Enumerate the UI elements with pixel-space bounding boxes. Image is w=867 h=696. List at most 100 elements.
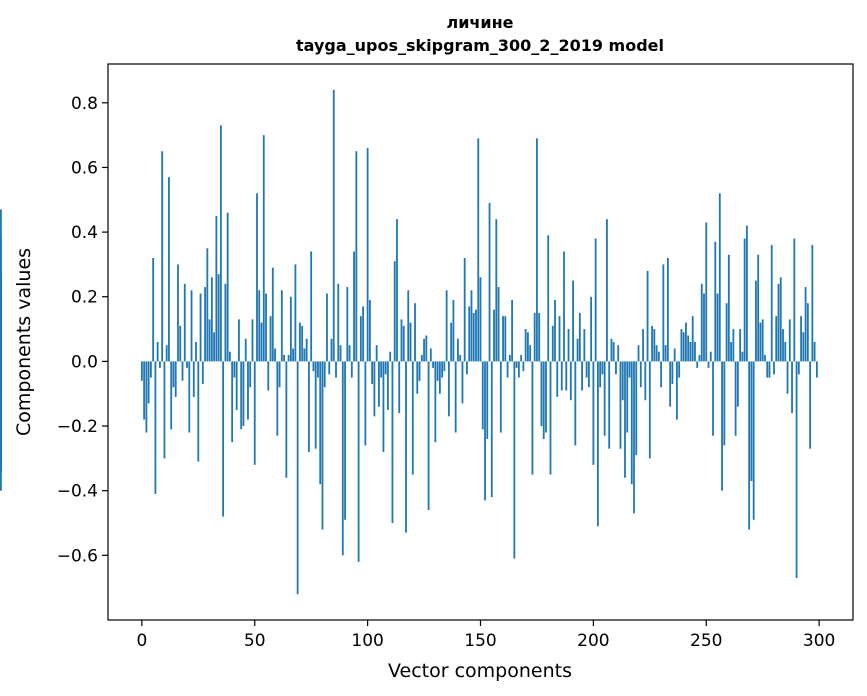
bar-232 (664, 345, 667, 362)
bar-190 (569, 361, 572, 401)
bar-218 (633, 361, 635, 514)
bar-268 (745, 225, 748, 362)
bar-157 (495, 219, 498, 362)
bar-108 (384, 361, 387, 375)
bar-222 (642, 329, 644, 362)
bar-198 (587, 361, 590, 388)
y-tick-label: 0.2 (71, 288, 98, 308)
bar-86 (335, 361, 337, 378)
bar-59 (274, 348, 276, 362)
bar-195 (581, 361, 583, 391)
bar-211 (617, 345, 620, 362)
bar-93 (350, 361, 353, 378)
bar-0 (140, 361, 143, 381)
bar-318 (0, 361, 2, 472)
bar-223 (644, 361, 647, 401)
bar-26 (199, 293, 202, 362)
bar-213 (621, 361, 624, 401)
y-tick-label: −0.4 (57, 482, 98, 502)
y-axis-ticks: −0.6 −0.4 −0.2 0.0 0.2 0.4 0.6 0.8 (57, 94, 108, 566)
bar-92 (348, 345, 351, 362)
bar-49 (251, 319, 254, 362)
bar-321 (0, 361, 2, 388)
bar-29 (206, 248, 209, 362)
bar-191 (572, 280, 574, 362)
bar-177 (540, 361, 543, 427)
bar-266 (741, 351, 744, 362)
bar-7 (156, 342, 159, 362)
bar-140 (457, 338, 459, 362)
bar-103 (373, 361, 376, 417)
bar-224 (646, 270, 649, 362)
bar-61 (278, 361, 281, 388)
bar-320 (0, 238, 2, 362)
bar-99 (364, 361, 367, 446)
bar-297 (811, 245, 814, 362)
bar-16 (177, 264, 179, 362)
bar-175 (536, 138, 538, 362)
bar-144 (466, 361, 468, 375)
bar-181 (549, 361, 552, 475)
bar-256 (718, 193, 721, 362)
bar-279 (770, 245, 773, 362)
bar-286 (786, 361, 789, 394)
bar-142 (461, 361, 464, 404)
bar-249 (703, 293, 705, 362)
bar-60 (276, 361, 279, 436)
bar-258 (723, 361, 726, 446)
bar-282 (777, 283, 780, 362)
bar-6 (154, 361, 157, 494)
bar-83 (328, 361, 331, 375)
bar-134 (443, 361, 446, 372)
bar-212 (619, 361, 622, 449)
bar-217 (630, 361, 633, 485)
bar-69 (296, 361, 299, 595)
bar-9 (161, 151, 164, 362)
bar-242 (687, 335, 690, 362)
bar-100 (366, 148, 369, 362)
bar-54 (262, 135, 265, 362)
bar-159 (499, 361, 502, 433)
bar-109 (387, 361, 389, 410)
bar-22 (190, 290, 193, 362)
bar-254 (714, 241, 717, 362)
bar-271 (752, 361, 755, 520)
bar-64 (285, 361, 288, 478)
bar-41 (233, 361, 236, 378)
bar-117 (405, 361, 407, 533)
bar-155 (490, 361, 493, 498)
bar-82 (326, 293, 328, 362)
bar-28 (204, 287, 206, 362)
bar-170 (524, 329, 527, 362)
x-tick-label: 50 (244, 631, 266, 651)
bar-75 (310, 251, 313, 362)
bar-236 (673, 348, 676, 362)
bar-200 (592, 361, 595, 465)
y-tick-label: −0.6 (57, 546, 98, 566)
bar-184 (556, 361, 559, 397)
bar-186 (560, 361, 563, 391)
bar-50 (253, 361, 256, 465)
bar-21 (188, 361, 191, 433)
bar-183 (554, 299, 556, 362)
bar-197 (585, 361, 588, 378)
bar-111 (391, 361, 394, 524)
bar-226 (651, 325, 653, 362)
bar-235 (671, 361, 674, 385)
bar-239 (680, 329, 683, 362)
bar-47 (247, 361, 249, 420)
bar-2 (145, 361, 148, 433)
bar-38 (226, 212, 229, 362)
bar-107 (382, 361, 385, 452)
bar-246 (696, 361, 699, 368)
bar-251 (707, 361, 710, 368)
bar-124 (420, 354, 423, 362)
bar-120 (411, 361, 414, 475)
bar-145 (468, 306, 471, 362)
bar-11 (165, 345, 168, 362)
bar-220 (637, 345, 640, 362)
bar-128 (429, 348, 432, 362)
y-tick-label: −0.2 (57, 417, 98, 437)
bar-260 (727, 254, 730, 362)
